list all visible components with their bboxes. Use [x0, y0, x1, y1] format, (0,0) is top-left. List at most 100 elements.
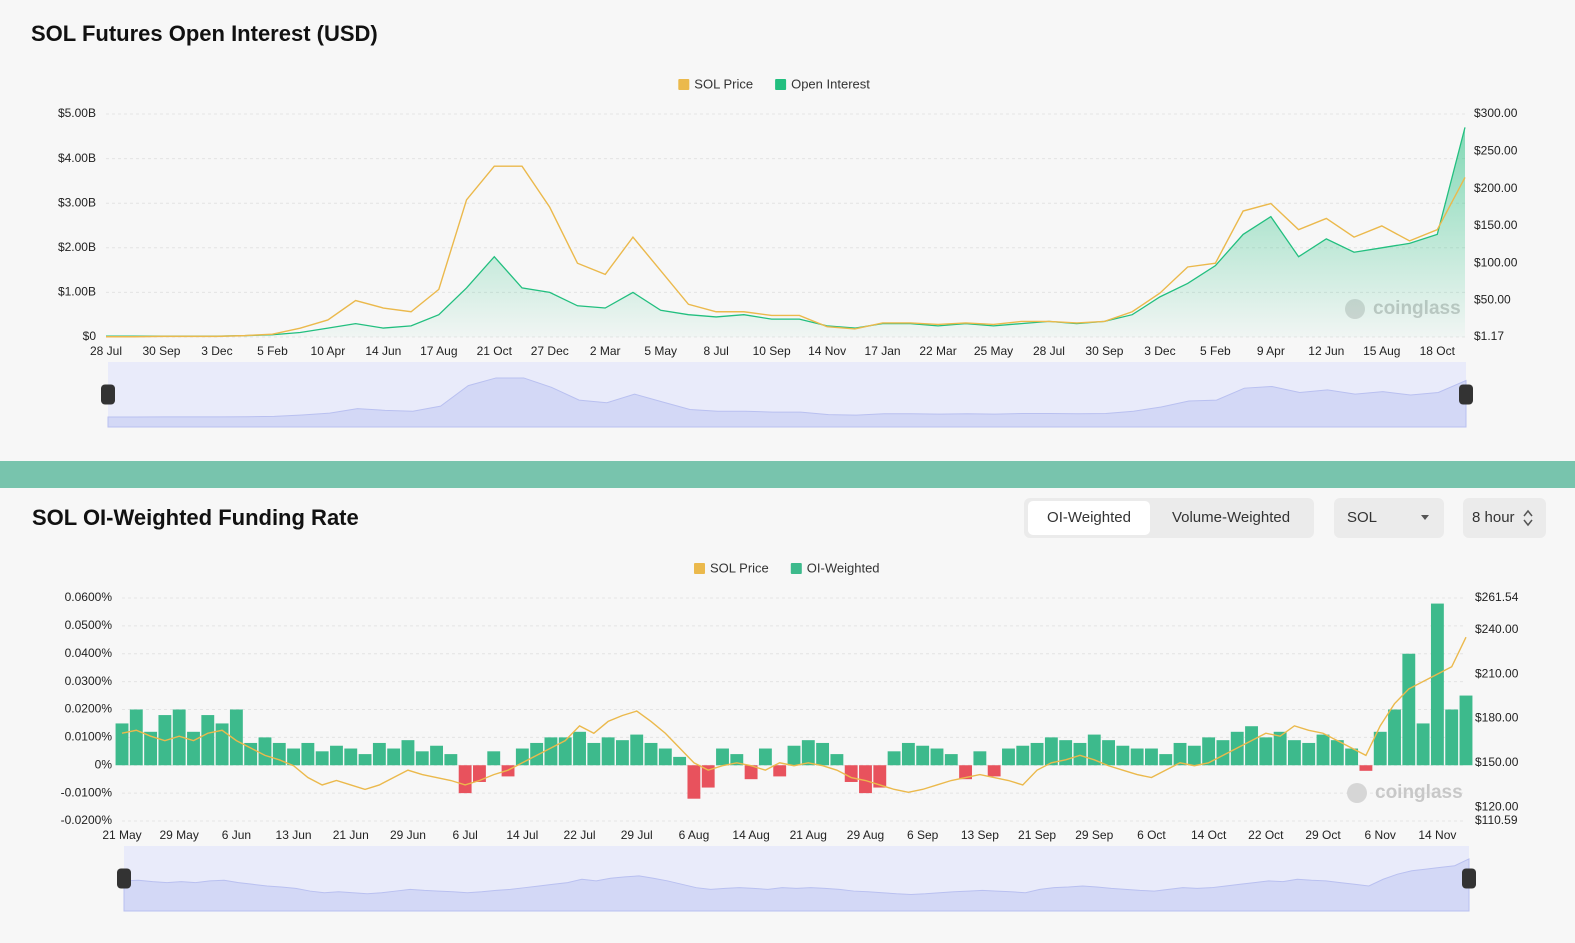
y-tick-label: -0.0200%: [61, 813, 113, 827]
funding-bar: [730, 754, 744, 766]
funding-bar: [1116, 745, 1130, 766]
funding-bar: [387, 748, 401, 766]
funding-bar: [859, 765, 872, 794]
toggle-active[interactable]: [1028, 501, 1150, 535]
y2-tick-label: $150.00: [1474, 218, 1518, 232]
x-tick-label: 28 Jul: [90, 344, 122, 358]
toggle-button[interactable]: OI-Weighted: [1047, 509, 1131, 526]
chart-title: SOL Futures Open Interest (USD): [31, 21, 378, 46]
funding-bar: [1159, 754, 1173, 766]
y-tick-label: $0: [83, 329, 97, 343]
x-tick-label: 9 Apr: [1257, 344, 1285, 358]
funding-bar: [558, 737, 572, 766]
funding-bar: [1302, 742, 1316, 766]
watermark-icon: [1347, 783, 1367, 803]
funding-bar: [487, 751, 501, 766]
funding-bar: [587, 742, 601, 766]
y2-tick-label: $100.00: [1474, 255, 1518, 269]
funding-bar: [1330, 740, 1344, 766]
interval-value[interactable]: 8 hour: [1472, 509, 1515, 526]
navigator-handle[interactable]: [101, 384, 115, 405]
x-tick-label: 21 Oct: [477, 344, 513, 358]
divider: [0, 461, 1575, 488]
x-tick-label: 29 Oct: [1305, 828, 1341, 842]
y2-tick-label: $210.00: [1475, 666, 1519, 680]
funding-bar: [544, 737, 558, 766]
weighting-toggle: OI-Weighted Volume-Weighted: [1024, 498, 1314, 538]
funding-bar: [1216, 740, 1230, 766]
navigator-handle[interactable]: [1462, 868, 1476, 889]
y-tick-label: 0.0500%: [65, 618, 113, 632]
x-tick-label: 2 Mar: [590, 344, 621, 358]
funding-bar: [758, 748, 772, 766]
toggle-button[interactable]: Volume-Weighted: [1172, 509, 1290, 526]
symbol-select[interactable]: [1334, 498, 1444, 538]
funding-bar: [844, 765, 858, 782]
funding-bar: [901, 742, 915, 766]
funding-bar: [458, 765, 472, 794]
y-tick-label: 0.0200%: [65, 702, 113, 716]
funding-bar: [873, 765, 887, 788]
y-tick-label: 0.0100%: [65, 730, 113, 744]
funding-bar: [701, 765, 715, 788]
funding-bar: [1259, 737, 1273, 766]
y2-tick-label: $180.00: [1475, 711, 1519, 725]
legend-label: SOL Price: [694, 76, 753, 91]
x-tick-label: 28 Jul: [1033, 344, 1065, 358]
funding-bar: [716, 748, 729, 766]
x-tick-label: 6 Aug: [679, 828, 710, 842]
y2-tick-label: $261.54: [1475, 590, 1519, 604]
legend-label: SOL Price: [710, 560, 769, 575]
y-tick-label: 0.0600%: [65, 590, 113, 604]
legend-swatch: [678, 79, 690, 90]
y-tick-label: $3.00B: [58, 195, 96, 209]
chart-title: SOL OI-Weighted Funding Rate: [32, 505, 359, 530]
funding-bar: [330, 745, 343, 766]
legend-swatch: [694, 563, 705, 574]
funding-bar: [415, 751, 429, 766]
funding-bar: [1430, 603, 1444, 766]
interval-arrows: [1523, 509, 1533, 527]
funding-bar: [1087, 734, 1101, 766]
x-tick-label: 21 Aug: [790, 828, 827, 842]
x-tick-label: 29 Sep: [1075, 828, 1113, 842]
funding-bar: [1402, 653, 1416, 766]
funding-bar: [673, 756, 687, 766]
x-tick-label: 14 Oct: [1191, 828, 1227, 842]
x-tick-label: 22 Oct: [1248, 828, 1284, 842]
funding-bar: [1273, 731, 1287, 766]
funding-bar: [944, 754, 958, 766]
price-line: [106, 165, 1466, 338]
funding-bar: [687, 765, 701, 799]
symbol-value[interactable]: SOL: [1347, 509, 1377, 526]
funding-bar: [658, 748, 672, 766]
x-tick-label: 14 Aug: [732, 828, 769, 842]
x-tick-label: 5 Feb: [257, 344, 288, 358]
x-tick-label: 12 Jun: [1308, 344, 1344, 358]
x-tick-label: 21 Sep: [1018, 828, 1056, 842]
x-tick-label: 6 Sep: [907, 828, 939, 842]
legend-label: Open Interest: [791, 76, 870, 91]
x-tick-label: 5 Feb: [1200, 344, 1231, 358]
y2-tick-label: $150.00: [1475, 755, 1519, 769]
funding-bar: [1459, 695, 1473, 766]
x-tick-label: 6 Nov: [1365, 828, 1396, 842]
funding-bar: [372, 742, 386, 766]
funding-bar: [1202, 737, 1216, 766]
x-tick-label: 6 Jun: [222, 828, 251, 842]
funding-bar: [816, 742, 830, 766]
funding-bar: [1345, 748, 1359, 766]
select-caret: [1421, 515, 1429, 520]
x-tick-label: 13 Jun: [276, 828, 312, 842]
funding-bar: [973, 751, 987, 766]
funding-bar: [1373, 731, 1387, 766]
legend-label: OI-Weighted: [807, 560, 880, 575]
funding-bar: [244, 742, 258, 766]
navigator-handle[interactable]: [117, 868, 131, 889]
y2-tick-label: $50.00: [1474, 293, 1511, 307]
navigator-handle[interactable]: [1459, 384, 1473, 405]
interval-select[interactable]: [1463, 498, 1546, 538]
x-tick-label: 8 Jul: [703, 344, 728, 358]
funding-bar: [1145, 748, 1158, 766]
